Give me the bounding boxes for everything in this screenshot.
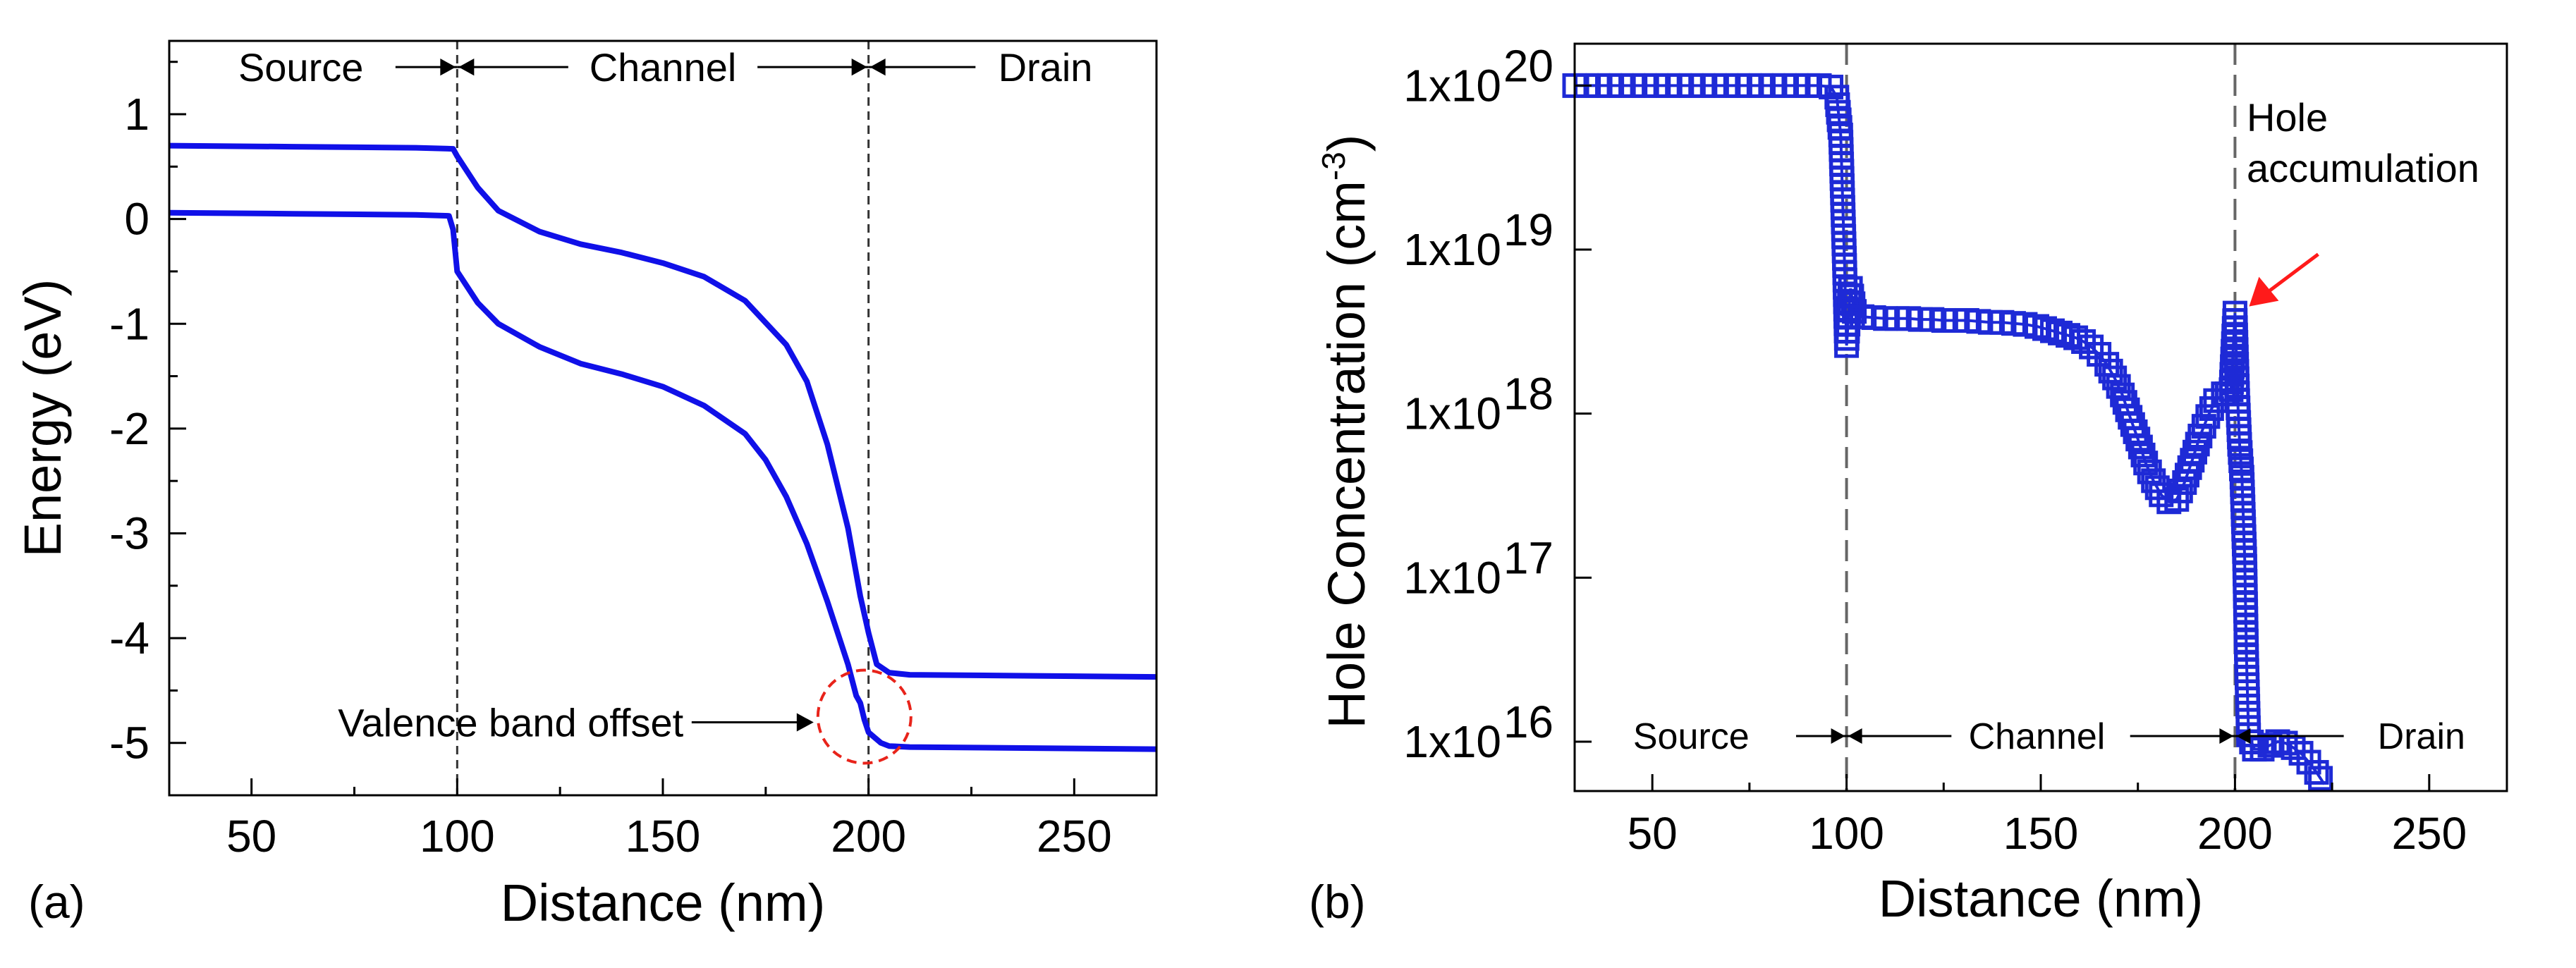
b-x-tick-label-150: 150 [2003,808,2079,859]
b-y-tick-exponent-4: 16 [1503,697,1553,747]
b-y-tick-exponent-2: 18 [1503,369,1553,419]
a-y-axis-title: Energy (eV) [13,279,72,558]
a-arrow-source-head [440,59,456,75]
a-y-tick-label-0: 0 [124,194,149,245]
b-y-axis-title-main: Hole Concentration (cm [1317,180,1376,728]
a-x-tick-label-250: 250 [1037,811,1112,862]
b-x-tick-label-200: 200 [2197,808,2273,859]
a-valence-band-offset-label: Valence band offset [338,701,683,745]
b-region-label-channel: Channel [1969,716,2106,757]
a-valence-band-offset-arrowhead [797,713,814,732]
a-y-tick-label--3: -3 [109,508,149,558]
panel-a-energy-band-chart: 50 100 150 200 250 1 0 -1 -2 -3 -4 -5 Distance (nm… [13,41,1156,932]
a-y-tick-label--5: -5 [109,718,149,768]
b-x-tick-label-250: 250 [2391,808,2467,859]
a-x-axis-ticks: 50 100 150 200 250 [226,778,1112,862]
b-arrow-channel-left-head [1848,728,1862,744]
figure-canvas: 50 100 150 200 250 1 0 -1 -2 -3 -4 -5 Distance (nm… [0,0,2576,968]
a-region-label-source: Source [238,45,363,90]
a-x-tick-label-200: 200 [831,811,906,862]
a-valence-band-line [169,213,1156,749]
b-panel-label: (b) [1309,876,1366,928]
b-y-axis-title-superscript: -3 [1315,152,1352,180]
b-y-axis-title: Hole Concentration (cm-3) [1315,135,1376,729]
a-y-tick-label--2: -2 [109,403,149,454]
a-x-tick-label-150: 150 [625,811,701,862]
b-hole-accumulation-arrowhead [2249,277,2278,307]
a-region-label-channel: Channel [590,45,737,90]
b-y-tick-exponent-1: 19 [1503,204,1553,255]
a-conduction-band-line [169,146,1156,678]
b-arrow-source-head [1831,728,1845,744]
b-y-axis-title-close: ) [1317,135,1376,152]
b-y-tick-label-0: 1x10 [1403,60,1501,111]
a-x-tick-label-50: 50 [226,811,276,862]
a-panel-label: (a) [28,876,85,928]
a-arrow-channel-right-head [852,59,867,75]
b-region-label-drain: Drain [2378,716,2465,757]
b-hole-accumulation-arrow [2267,255,2318,293]
b-y-tick-label-1: 1x10 [1403,224,1501,275]
b-arrow-channel-right-head [2219,728,2233,744]
b-y-tick-exponent-0: 20 [1503,40,1553,91]
b-y-tick-exponent-3: 17 [1503,532,1553,583]
b-region-label-source: Source [1633,716,1750,757]
a-arrow-channel-left-head [458,59,474,75]
b-hole-series-group [1564,75,2331,789]
a-x-axis-title: Distance (nm) [501,874,826,932]
b-x-axis-title: Distance (nm) [1879,869,2204,928]
a-plot-frame [169,41,1156,795]
b-x-axis-ticks: 50 100 150 200 250 [1628,774,2467,859]
a-band-series-group [169,146,1156,749]
b-hole-accumulation-label-line1: Hole [2247,95,2328,140]
a-arrow-drain-head [870,59,886,75]
a-y-tick-label--4: -4 [109,613,149,663]
b-y-tick-label-4: 1x10 [1403,716,1501,767]
a-y-tick-label-1: 1 [124,89,149,140]
b-x-tick-label-100: 100 [1809,808,1884,859]
a-y-axis-ticks: 1 0 -1 -2 -3 -4 -5 [109,62,186,795]
b-y-tick-label-2: 1x10 [1403,388,1501,439]
a-x-tick-label-100: 100 [420,811,495,862]
a-y-tick-label--1: -1 [109,298,149,349]
b-x-tick-label-50: 50 [1628,808,1678,859]
b-y-tick-label-3: 1x10 [1403,552,1501,603]
b-hole-accumulation-label-line2: accumulation [2247,146,2479,190]
a-region-label-drain: Drain [999,45,1093,90]
